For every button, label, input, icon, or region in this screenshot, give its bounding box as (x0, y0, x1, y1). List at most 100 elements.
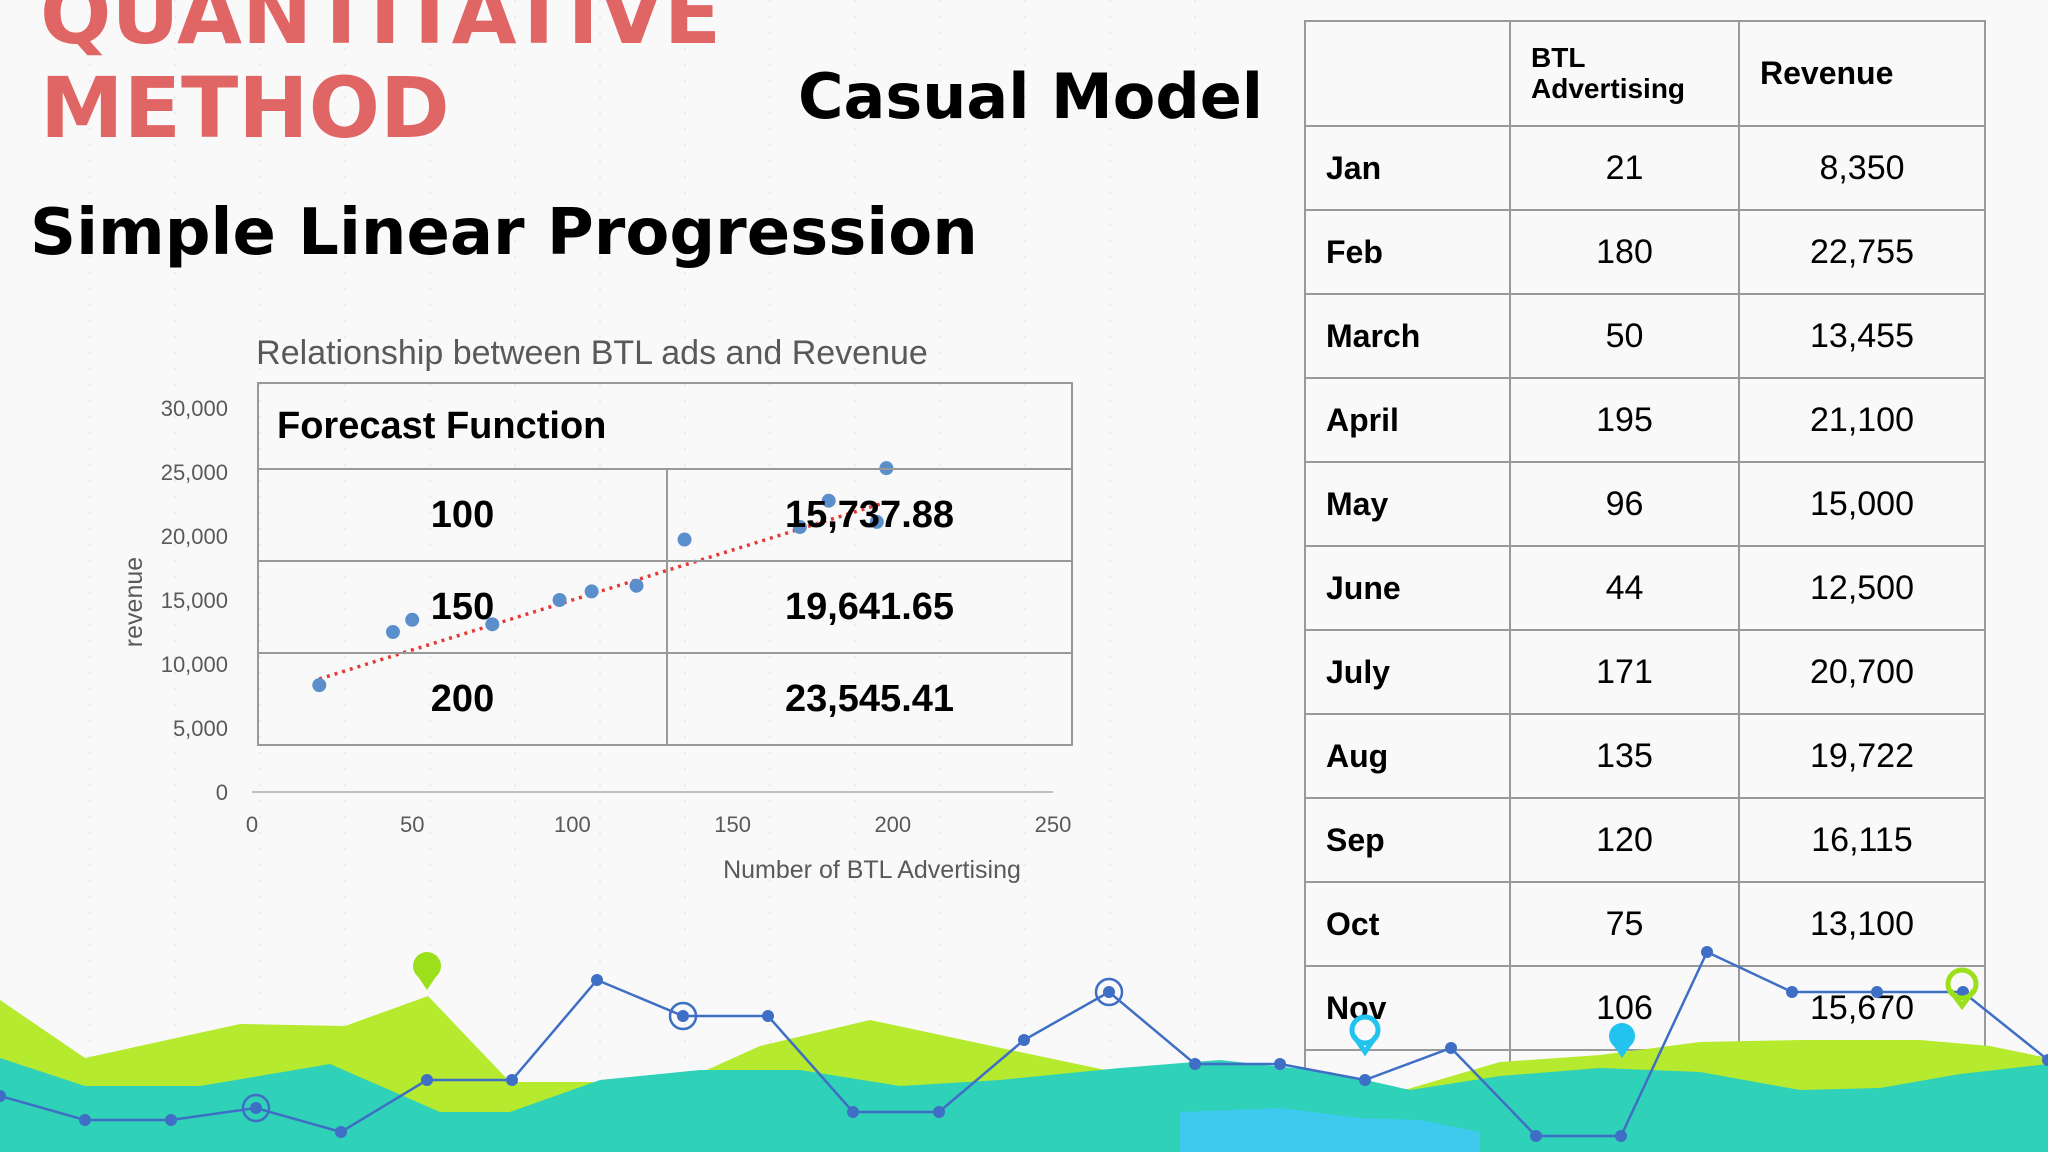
month-cell: July (1304, 629, 1511, 715)
location-pin-icon (1609, 1023, 1635, 1058)
decor-dot (1018, 1034, 1030, 1046)
x-tick-label: 100 (554, 812, 591, 837)
month-cell: Jan (1304, 125, 1511, 211)
y-axis-label: revenue (120, 557, 148, 647)
decor-dot (250, 1102, 262, 1114)
x-tick-label: 0 (246, 812, 258, 837)
btl-cell: 96 (1509, 461, 1740, 547)
table-row: Jan 21 8,350 (1304, 125, 1986, 211)
revenue-cell: 22,755 (1738, 209, 1986, 295)
revenue-cell: 16,115 (1738, 797, 1986, 883)
decor-dot (79, 1114, 91, 1126)
decor-dot (1189, 1058, 1201, 1070)
decor-ring (668, 1001, 698, 1031)
revenue-cell: 13,455 (1738, 293, 1986, 379)
decor-dot (591, 974, 603, 986)
revenue-cell: 15,000 (1738, 461, 1986, 547)
table-row: Aug 135 19,722 (1304, 713, 1986, 799)
heading-line-2: METHOD (40, 59, 450, 157)
decor-ring (241, 1093, 271, 1123)
decor-dot (1530, 1130, 1542, 1142)
month-cell: Oct (1304, 881, 1511, 967)
decor-dot (1871, 986, 1883, 998)
subtitle: Simple Linear Progression (30, 196, 978, 270)
decor-dot (335, 1126, 347, 1138)
forecast-output: 19,641.65 (666, 560, 1073, 654)
btl-cell: 135 (1509, 713, 1740, 799)
forecast-input: 100 (257, 468, 668, 562)
month-cell: June (1304, 545, 1511, 631)
forecast-output: 15,737.88 (666, 468, 1073, 562)
table-row: July 171 20,700 (1304, 629, 1986, 715)
table-row: March 50 13,455 (1304, 293, 1986, 379)
month-cell: May (1304, 461, 1511, 547)
decor-dot (1274, 1058, 1286, 1070)
location-pin-icon (1945, 967, 1979, 1011)
x-axis-label: Number of BTL Advertising (723, 856, 1021, 884)
decor-dot (165, 1114, 177, 1126)
table-row: June 44 12,500 (1304, 545, 1986, 631)
decor-dot (1701, 946, 1713, 958)
location-pin-icon (1349, 1014, 1381, 1057)
y-tick-label: 10,000 (161, 652, 228, 677)
decor-dot (2042, 1054, 2048, 1066)
y-axis-ticks: 0 5,000 10,000 15,000 20,000 25,000 30,000 (161, 396, 228, 805)
x-tick-label: 50 (400, 812, 424, 837)
table-row: April 195 21,100 (1304, 377, 1986, 463)
revenue-cell: 19,722 (1738, 713, 1986, 799)
btl-cell: 21 (1509, 125, 1740, 211)
decor-dot (1786, 986, 1798, 998)
revenue-cell: 12,500 (1738, 545, 1986, 631)
month-cell: Sep (1304, 797, 1511, 883)
decor-dot (847, 1106, 859, 1118)
chart-title: Relationship between BTL ads and Revenue (256, 334, 928, 372)
table-row: Sep 120 16,115 (1304, 797, 1986, 883)
table-row: May 96 15,000 (1304, 461, 1986, 547)
revenue-cell: 8,350 (1738, 125, 1986, 211)
decor-ring (1094, 977, 1124, 1007)
heading-line-1: QUANTITATIVE (40, 0, 722, 63)
btl-cell: 171 (1509, 629, 1740, 715)
month-cell: Feb (1304, 209, 1511, 295)
sky-wave (1180, 1108, 1480, 1152)
table-row: Oct 75 13,100 (1304, 881, 1986, 967)
forecast-input: 200 (257, 652, 668, 746)
table-row: Feb 180 22,755 (1304, 209, 1986, 295)
x-tick-label: 250 (1035, 812, 1072, 837)
decor-dot (1615, 1130, 1627, 1142)
x-axis-ticks: 0 50 100 150 200 250 (246, 812, 1071, 837)
decor-dot (1445, 1042, 1457, 1054)
x-tick-label: 200 (874, 812, 911, 837)
month-cell: April (1304, 377, 1511, 463)
decor-dot (421, 1074, 433, 1086)
decor-dot (506, 1074, 518, 1086)
btl-cell: 195 (1509, 377, 1740, 463)
y-tick-label: 30,000 (161, 396, 228, 421)
btl-cell: 180 (1509, 209, 1740, 295)
month-cell: Aug (1304, 713, 1511, 799)
y-tick-label: 20,000 (161, 524, 228, 549)
revenue-cell: 20,700 (1738, 629, 1986, 715)
decor-dot (1103, 986, 1115, 998)
y-tick-label: 5,000 (173, 716, 228, 741)
y-tick-label: 15,000 (161, 588, 228, 613)
forecast-input: 150 (257, 560, 668, 654)
header-empty (1304, 20, 1511, 127)
y-tick-label: 25,000 (161, 460, 228, 485)
forecast-title: Forecast Function (257, 382, 1073, 470)
decor-dot (933, 1106, 945, 1118)
decor-dot (0, 1090, 6, 1102)
x-tick-label: 150 (714, 812, 751, 837)
btl-cell: 44 (1509, 545, 1740, 631)
y-tick-label: 0 (216, 780, 228, 805)
location-pin-icon (413, 952, 441, 990)
btl-cell: 120 (1509, 797, 1740, 883)
decor-dot (762, 1010, 774, 1022)
header-revenue: Revenue (1738, 20, 1986, 127)
btl-cell: 50 (1509, 293, 1740, 379)
decorative-dots (0, 946, 2048, 1142)
revenue-cell: 21,100 (1738, 377, 1986, 463)
decor-dot (1359, 1074, 1371, 1086)
